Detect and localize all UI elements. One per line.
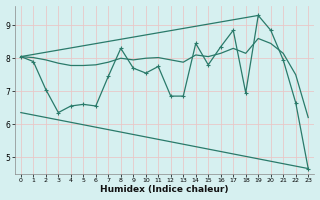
X-axis label: Humidex (Indice chaleur): Humidex (Indice chaleur) [100, 185, 229, 194]
